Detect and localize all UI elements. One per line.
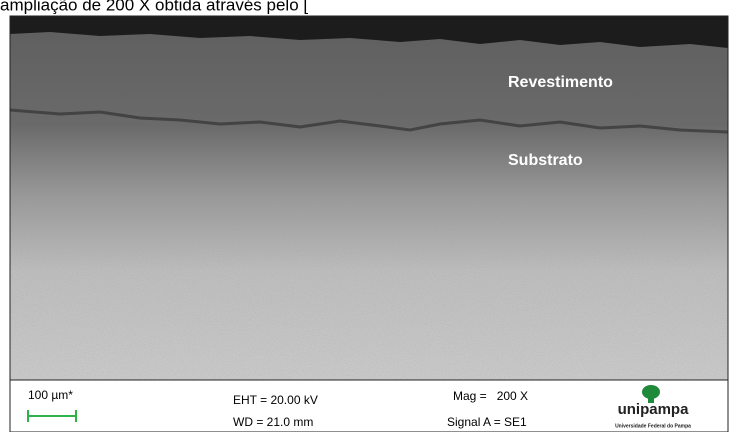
micrograph: Revestimento Substrato [10,16,728,380]
logo-subtitle: Universidade Federal do Pampa [615,423,691,429]
scale-text: 100 µm* [28,388,73,402]
signal-text: Signal A = SE1 [447,415,527,429]
eht-text: EHT = 20.00 kV [233,393,318,407]
page: {"caption": "ampliação de 200 X obtida a… [0,0,730,432]
substrate-label: Substrato [508,152,583,169]
micrograph-figure: ampliação de 200 X obtida através pelo [… [0,0,730,432]
mag-text: Mag = 200 X [453,389,528,403]
texture [10,180,728,380]
coating-label: Revestimento [508,74,613,91]
data-bar: 100 µm* EHT = 20.00 kV WD = 21.0 mm Mag … [10,380,728,432]
caption: ampliação de 200 X obtida através pelo [ [0,0,308,14]
logo-name: unipampa [618,401,689,418]
wd-text: WD = 21.0 mm [233,415,313,429]
